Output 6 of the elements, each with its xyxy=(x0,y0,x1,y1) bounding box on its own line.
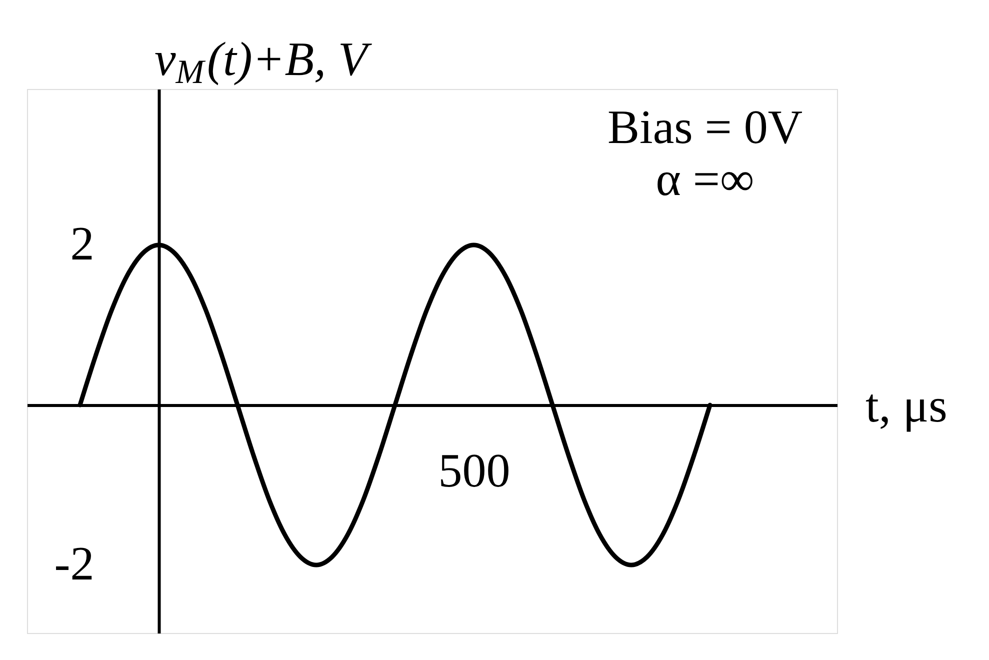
x-tick-label: 500 xyxy=(438,444,510,498)
y-tick-label: -2 xyxy=(54,538,94,590)
annotation: α =∞ xyxy=(656,153,754,206)
annotation: Bias = 0V xyxy=(607,101,803,154)
x-axis-title: t, μs xyxy=(866,380,948,432)
y-tick-label: 2 xyxy=(70,218,94,270)
